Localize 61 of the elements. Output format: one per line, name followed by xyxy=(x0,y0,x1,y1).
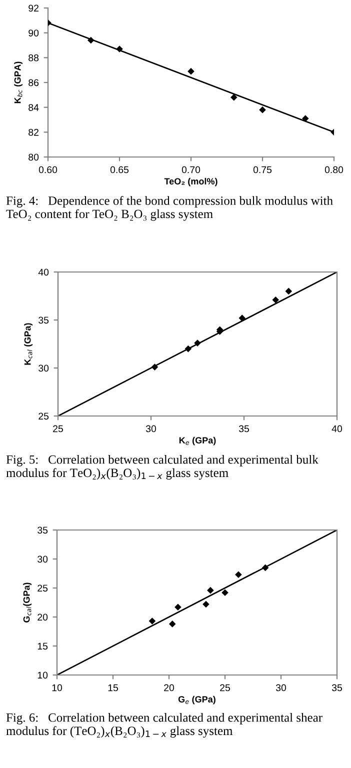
x-tick-label: 20 xyxy=(164,684,174,692)
caption: Fig. 4: Dependence of the bond compression bulk modulus with TeO₂ content for TeO₂ B₂O₃ glass system xyxy=(6,196,333,221)
point xyxy=(88,36,94,44)
x-tick-label: 15 xyxy=(108,684,118,692)
caption: Fig. 6: Correlation between calculated and experimental shear modulus for (TeO₂)$_{x}$(B₂O₃)$_{1−x}$ glass system xyxy=(6,713,322,738)
y-tick-label: 25 xyxy=(38,584,48,592)
y-tick-label: 80 xyxy=(28,154,39,161)
point xyxy=(188,68,194,75)
point xyxy=(230,94,238,101)
x-axis-title: G$_{e}$ (GPa) xyxy=(178,696,216,704)
y-tick-label: 90 xyxy=(28,30,39,36)
x-tick-label: 35 xyxy=(332,684,342,692)
y-tick-label: 82 xyxy=(28,128,38,136)
x-tick-label: 25 xyxy=(53,425,63,432)
y-tick-label: 35 xyxy=(38,526,48,534)
point xyxy=(222,589,228,596)
point xyxy=(238,314,246,322)
x-tick-label: 30 xyxy=(146,425,156,432)
y-tick-label: 30 xyxy=(38,556,48,563)
y-tick-label: 88 xyxy=(28,54,39,62)
point xyxy=(151,364,158,370)
y-axis-title: K$_{bc}$ (GPA) xyxy=(14,62,23,104)
x-tick-label: 0.60 xyxy=(38,166,58,174)
y-tick-label: 84 xyxy=(28,104,39,111)
point xyxy=(262,564,269,572)
y-tick-label: 92 xyxy=(28,4,38,12)
y-tick-label: 15 xyxy=(38,642,48,650)
x-axis-title: K$_{e}$ (GPa) xyxy=(179,436,216,446)
point xyxy=(285,288,292,295)
x-tick-label: 35 xyxy=(238,425,249,432)
y-tick-label: 20 xyxy=(38,614,48,621)
y-tick-label: 10 xyxy=(38,672,48,679)
y-tick-label: 30 xyxy=(38,364,49,372)
point xyxy=(272,296,280,304)
y-axis-title: K$_{cal}$ (GPa) xyxy=(24,323,33,365)
y-axis-title: G$_{cal}$(GPa) xyxy=(23,582,32,622)
x-tick-label: 40 xyxy=(332,425,342,432)
x-tick-label: 0.75 xyxy=(253,166,272,174)
point xyxy=(168,620,176,628)
y-tick-label: 86 xyxy=(28,79,39,86)
point xyxy=(235,571,242,578)
y-tick-label: 40 xyxy=(38,268,49,276)
point xyxy=(202,600,210,608)
point xyxy=(184,345,192,352)
point xyxy=(194,340,201,346)
x-tick-label: 30 xyxy=(276,684,286,692)
x-axis-title: TeO₂ (mol%) xyxy=(164,178,218,186)
point xyxy=(259,106,266,114)
y-tick-label: 25 xyxy=(38,412,49,420)
point xyxy=(116,46,123,52)
caption: Fig. 5: Correlation between calculated and experimental bulk modulus for TeO₂)$_{x}$(B₂O₃)$_{1−x}$ glass system xyxy=(6,455,318,480)
point xyxy=(302,115,309,122)
x-tick-label: 0.70 xyxy=(182,166,200,174)
point xyxy=(174,604,182,611)
point xyxy=(148,618,156,624)
x-tick-label: 25 xyxy=(220,684,230,692)
y-tick-label: 35 xyxy=(38,316,49,324)
point xyxy=(207,586,214,594)
x-tick-label: 0.80 xyxy=(324,166,344,174)
x-tick-label: 0.65 xyxy=(110,166,129,174)
x-tick-label: 10 xyxy=(52,684,62,692)
